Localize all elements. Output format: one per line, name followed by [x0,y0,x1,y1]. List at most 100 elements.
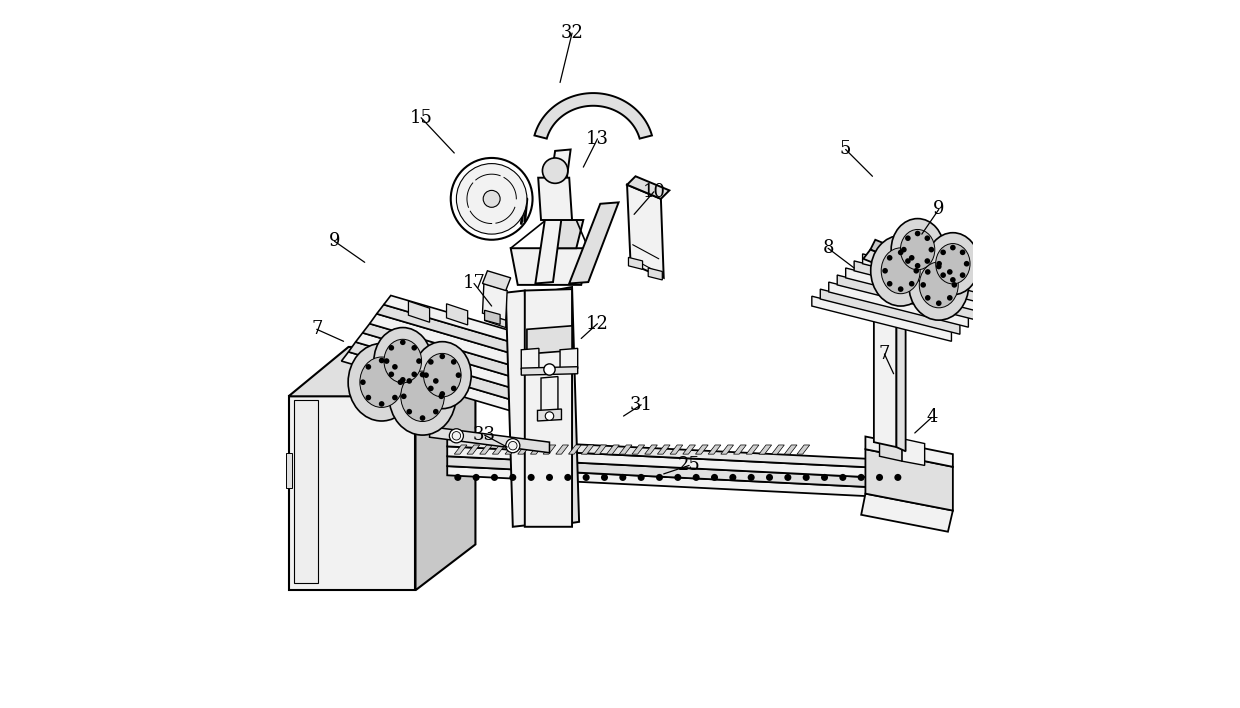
Polygon shape [534,93,652,139]
Circle shape [748,474,755,481]
Polygon shape [594,445,606,454]
Circle shape [378,358,384,363]
Polygon shape [480,445,492,454]
Polygon shape [812,296,951,341]
Text: 10: 10 [642,183,666,201]
Circle shape [472,474,480,481]
Circle shape [412,372,417,377]
Circle shape [802,474,810,481]
Polygon shape [485,307,506,328]
Circle shape [412,345,417,350]
Circle shape [407,409,412,414]
Circle shape [858,474,864,481]
Circle shape [366,395,371,401]
Circle shape [925,269,930,275]
Circle shape [388,372,394,377]
Circle shape [491,474,498,481]
Text: 9: 9 [932,200,945,219]
Ellipse shape [870,236,931,306]
Circle shape [378,401,384,407]
Polygon shape [482,283,507,320]
Polygon shape [531,445,543,454]
Circle shape [929,247,934,253]
Polygon shape [870,240,962,285]
Polygon shape [289,396,415,590]
Polygon shape [863,254,1002,299]
Ellipse shape [919,262,959,308]
Circle shape [484,190,500,207]
Circle shape [510,474,516,481]
Circle shape [456,164,527,234]
Polygon shape [383,295,570,358]
Circle shape [905,235,910,241]
Polygon shape [448,456,916,489]
Polygon shape [569,202,619,283]
Ellipse shape [348,343,415,421]
Circle shape [914,268,919,273]
Circle shape [960,249,966,255]
Polygon shape [448,466,916,498]
Circle shape [925,295,930,301]
Circle shape [455,372,461,378]
Circle shape [925,258,930,264]
Circle shape [693,474,699,481]
Polygon shape [657,445,670,454]
Text: 31: 31 [630,396,652,413]
Circle shape [527,474,534,481]
Circle shape [883,268,888,273]
Circle shape [433,409,439,414]
Polygon shape [846,268,986,313]
Polygon shape [582,445,594,454]
Polygon shape [289,347,475,396]
Circle shape [388,345,394,350]
Polygon shape [568,445,582,454]
Ellipse shape [900,229,935,270]
Polygon shape [797,445,810,454]
Polygon shape [362,324,549,386]
Circle shape [546,412,554,421]
Circle shape [451,386,456,392]
Ellipse shape [389,358,456,435]
Polygon shape [348,342,536,405]
Circle shape [894,474,901,481]
Polygon shape [505,445,518,454]
Circle shape [887,255,893,261]
Polygon shape [525,289,572,527]
Circle shape [887,281,893,287]
Circle shape [839,474,847,481]
Polygon shape [467,445,480,454]
Polygon shape [521,348,539,370]
Ellipse shape [401,371,444,421]
Polygon shape [536,149,570,283]
Polygon shape [541,377,558,412]
Circle shape [423,372,429,378]
Polygon shape [863,250,957,294]
Circle shape [383,358,389,364]
Polygon shape [341,352,528,414]
Circle shape [821,474,828,481]
Polygon shape [854,261,993,306]
Polygon shape [446,304,467,325]
Circle shape [419,372,425,377]
Polygon shape [862,493,952,532]
Text: 15: 15 [409,109,433,127]
Polygon shape [448,438,916,469]
Circle shape [656,474,663,481]
Polygon shape [874,259,897,447]
Ellipse shape [909,250,968,320]
Circle shape [439,391,445,396]
Polygon shape [415,347,475,590]
Circle shape [433,378,439,384]
Polygon shape [629,258,642,269]
Circle shape [729,474,737,481]
Text: 17: 17 [463,275,485,292]
Circle shape [398,379,403,385]
Circle shape [909,281,915,287]
Ellipse shape [424,353,461,397]
Circle shape [915,231,920,236]
Polygon shape [821,289,960,334]
Ellipse shape [936,244,970,284]
Polygon shape [785,445,797,454]
Text: 7: 7 [311,320,322,338]
Text: 12: 12 [587,314,609,333]
